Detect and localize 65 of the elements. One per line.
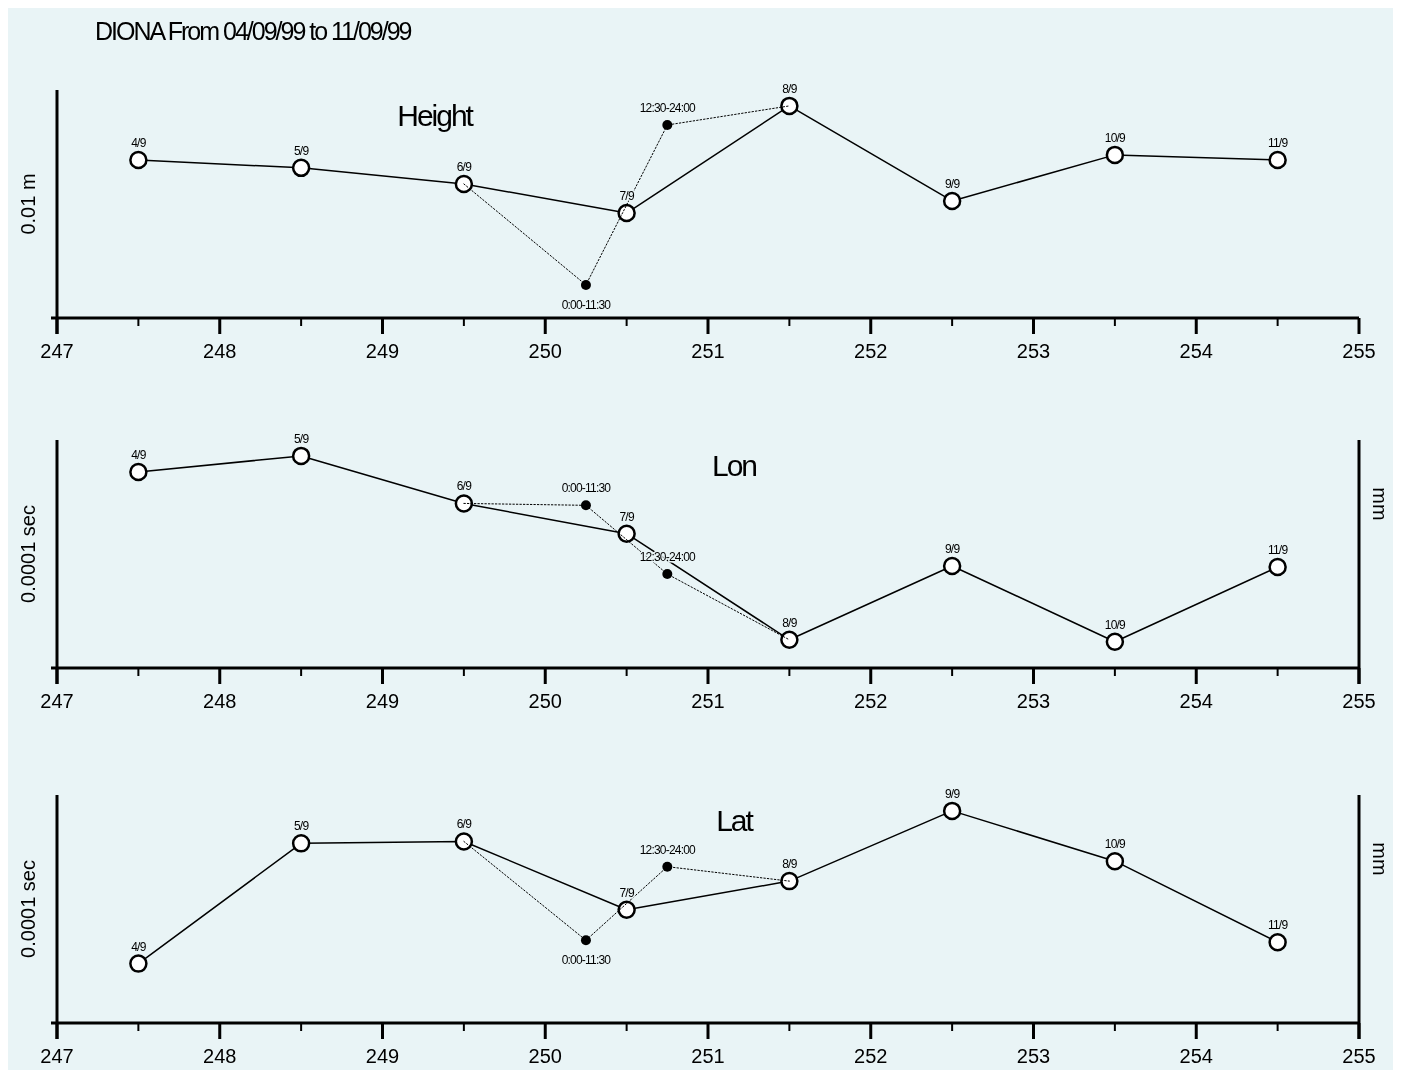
x-tick-label: 249 <box>365 340 400 362</box>
x-tick-label: 252 <box>854 1045 888 1067</box>
annotation: 9/9 <box>944 786 961 801</box>
annotation: 9/9 <box>944 541 961 556</box>
x-tick-label: 248 <box>203 1045 237 1067</box>
annotation: 5/9 <box>293 143 310 158</box>
chart-title: Lon <box>712 449 757 482</box>
annotation: 6/9 <box>456 479 473 494</box>
x-tick-label: 252 <box>854 690 888 712</box>
annotation: 5/9 <box>293 431 310 446</box>
annotation: 7/9 <box>619 885 635 900</box>
x-tick-label: 248 <box>203 340 237 362</box>
x-tick-label: 252 <box>854 340 888 362</box>
annotation: 4/9 <box>131 939 147 954</box>
annotation: 4/9 <box>131 448 147 463</box>
annotation: 6/9 <box>456 817 473 832</box>
annotation: 0:00-11:30 <box>561 297 612 312</box>
x-tick-label: 249 <box>365 1045 400 1067</box>
x-tick-label: 250 <box>528 1045 562 1067</box>
annotation: 0:00-11:30 <box>561 481 612 496</box>
annotation: 10/9 <box>1104 617 1127 632</box>
x-tick-label: 249 <box>365 690 400 712</box>
y-axis-title: 0.0001 sec <box>17 505 39 603</box>
x-tick-label: 254 <box>1179 340 1213 362</box>
annotation: 12:30-24:00 <box>639 842 697 857</box>
annotation: 10/9 <box>1104 837 1127 852</box>
x-tick-label: 253 <box>1016 340 1051 362</box>
x-tick-label: 255 <box>1342 340 1376 362</box>
x-tick-label: 251 <box>691 340 725 362</box>
annotation: 8/9 <box>782 857 798 872</box>
x-tick-label: 247 <box>40 690 74 712</box>
x-tick-label: 253 <box>1016 1045 1051 1067</box>
x-tick-label: 254 <box>1179 1045 1213 1067</box>
annotation: 11/9 <box>1267 543 1289 558</box>
annotation: 5/9 <box>293 819 310 834</box>
text: DIONA From 04/09/99 to 11/09/99 <box>95 17 412 45</box>
y-axis-title: 0.0001 sec <box>17 860 39 958</box>
x-tick-label: 251 <box>691 1045 725 1067</box>
x-tick-label: 254 <box>1179 690 1213 712</box>
y-axis-title: 0.01 m <box>17 173 39 235</box>
chart-title: Lat <box>716 804 755 837</box>
x-tick-label: 247 <box>40 340 74 362</box>
y2-axis-title: mm <box>1369 487 1391 521</box>
annotation: 8/9 <box>782 81 798 96</box>
x-tick-label: 247 <box>40 1045 74 1067</box>
x-tick-label: 253 <box>1016 690 1051 712</box>
y2-axis-title: mm <box>1369 842 1391 876</box>
annotation: 4/9 <box>131 135 147 150</box>
annotation: 6/9 <box>456 159 473 174</box>
x-tick-label: 248 <box>203 690 237 712</box>
x-tick-label: 255 <box>1342 1045 1376 1067</box>
x-tick-label: 251 <box>691 690 725 712</box>
annotation: 11/9 <box>1267 135 1289 150</box>
annotation: 7/9 <box>619 189 635 204</box>
x-tick-label: 255 <box>1342 690 1376 712</box>
annotation: 8/9 <box>782 615 798 630</box>
annotation: 12:30-24:00 <box>639 101 697 115</box>
chart-title: Height <box>397 99 475 132</box>
annotation: 7/9 <box>619 509 635 524</box>
annotation: 10/9 <box>1104 130 1127 145</box>
annotation: 0:00-11:30 <box>561 953 612 968</box>
x-tick-label: 250 <box>528 690 562 712</box>
annotation: 11/9 <box>1267 918 1289 933</box>
annotation: 9/9 <box>944 176 961 191</box>
x-tick-label: 250 <box>528 340 562 362</box>
